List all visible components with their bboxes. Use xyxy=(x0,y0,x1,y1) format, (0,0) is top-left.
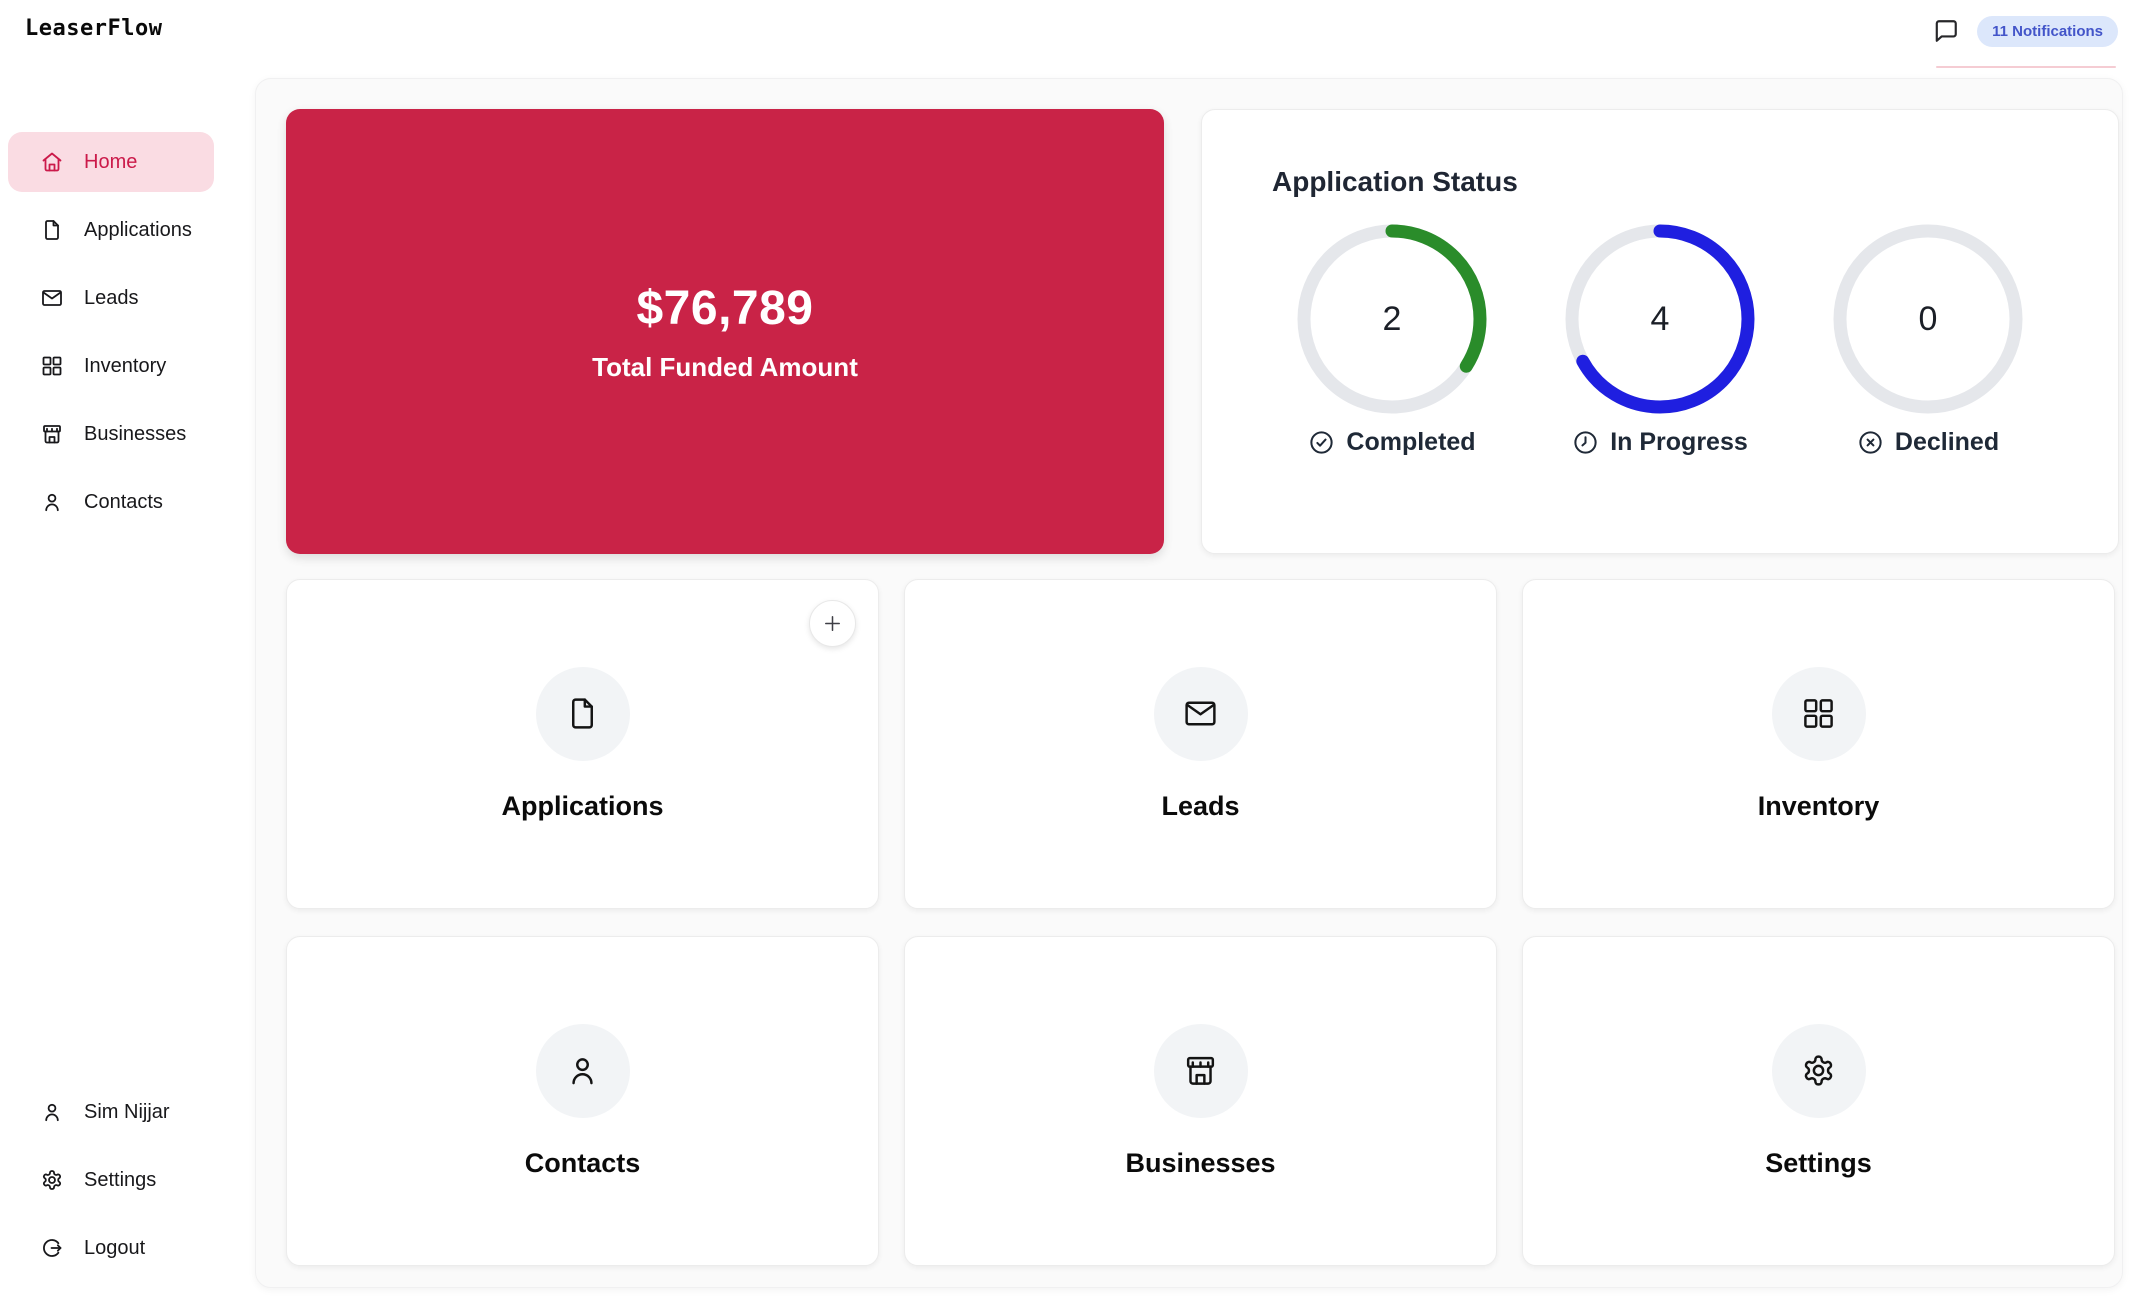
declined-label: Declined xyxy=(1894,428,2000,456)
sidebar-item-inventory[interactable]: Inventory xyxy=(8,336,214,396)
sidebar-item-label: Home xyxy=(84,150,138,173)
sidebar-item-label: Contacts xyxy=(84,490,163,513)
mail-icon xyxy=(1153,666,1248,761)
gear-icon xyxy=(1771,1023,1866,1118)
store-icon xyxy=(40,422,64,446)
total-funded-card: $76,789 Total Funded Amount xyxy=(286,109,1164,554)
card-label: Inventory xyxy=(1757,790,1880,821)
sidebar-item-logout[interactable]: Logout xyxy=(8,1218,214,1278)
chat-icon[interactable] xyxy=(1929,14,1963,48)
completed-label: Completed xyxy=(1346,428,1476,456)
card-label: Settings xyxy=(1765,1147,1872,1178)
sidebar-item-applications[interactable]: Applications xyxy=(8,200,214,260)
settings-card[interactable]: Settings xyxy=(1522,936,2115,1266)
completed-count: 2 xyxy=(1382,299,1402,338)
grid-icon xyxy=(1771,666,1866,761)
notifications-badge[interactable]: 11 Notifications xyxy=(1977,15,2118,47)
file-icon xyxy=(535,666,630,761)
card-label: Businesses xyxy=(1125,1147,1276,1178)
sidebar-item-label: Leads xyxy=(84,286,139,309)
declined-count: 0 xyxy=(1918,299,1938,338)
sidebar-item-label: Businesses xyxy=(84,422,187,445)
sidebar-footer: Sim Nijjar Settings Logout xyxy=(8,1082,214,1278)
add-application-button[interactable] xyxy=(809,600,856,647)
status-ring-declined: 0 Declined xyxy=(1808,224,2048,457)
check-circle-icon xyxy=(1308,429,1335,456)
gear-icon xyxy=(40,1168,64,1192)
store-icon xyxy=(1153,1023,1248,1118)
sidebar-item-businesses[interactable]: Businesses xyxy=(8,404,214,464)
x-circle-icon xyxy=(1857,429,1884,456)
logout-icon xyxy=(40,1236,64,1260)
grid-icon xyxy=(40,354,64,378)
application-status-card: Application Status 2 Completed xyxy=(1201,109,2119,554)
mail-icon xyxy=(40,286,64,310)
funded-amount-value: $76,789 xyxy=(636,281,814,335)
topbar-actions: 11 Notifications xyxy=(1929,14,2118,48)
in-progress-label: In Progress xyxy=(1610,428,1748,456)
notifications-underline xyxy=(1936,66,2116,68)
main-content: $76,789 Total Funded Amount Application … xyxy=(255,78,2123,1288)
sidebar-item-settings[interactable]: Settings xyxy=(8,1150,214,1210)
funded-amount-label: Total Funded Amount xyxy=(592,351,858,382)
sidebar-item-label: Inventory xyxy=(84,354,167,377)
status-ring-completed: 2 Completed xyxy=(1272,224,1512,457)
app-logo: LeaserFlow xyxy=(25,16,163,41)
card-label: Leads xyxy=(1161,790,1240,821)
sidebar-user-profile[interactable]: Sim Nijjar xyxy=(8,1082,214,1142)
clock-icon xyxy=(1572,429,1599,456)
user-icon xyxy=(535,1023,630,1118)
sidebar-item-label: Settings xyxy=(84,1168,157,1191)
contacts-card[interactable]: Contacts xyxy=(286,936,879,1266)
user-name: Sim Nijjar xyxy=(84,1100,170,1123)
inventory-card[interactable]: Inventory xyxy=(1522,579,2115,909)
sidebar-item-label: Logout xyxy=(84,1236,146,1259)
status-card-title: Application Status xyxy=(1272,166,1518,197)
sidebar-nav: Home Applications Leads Inventory Busine… xyxy=(8,132,214,532)
user-icon xyxy=(40,1100,64,1124)
status-ring-in-progress: 4 In Progress xyxy=(1540,224,1780,457)
file-icon xyxy=(40,218,64,242)
sidebar-item-home[interactable]: Home xyxy=(8,132,214,192)
leads-card[interactable]: Leads xyxy=(904,579,1497,909)
card-label: Contacts xyxy=(524,1147,641,1178)
home-icon xyxy=(40,150,64,174)
applications-card[interactable]: Applications xyxy=(286,579,879,909)
businesses-card[interactable]: Businesses xyxy=(904,936,1497,1266)
sidebar-item-contacts[interactable]: Contacts xyxy=(8,472,214,532)
sidebar-item-leads[interactable]: Leads xyxy=(8,268,214,328)
sidebar-item-label: Applications xyxy=(84,218,192,241)
card-label: Applications xyxy=(501,790,664,821)
in-progress-count: 4 xyxy=(1650,299,1670,338)
user-icon xyxy=(40,490,64,514)
status-rings-row: 2 Completed 4 In Progress xyxy=(1272,224,2118,457)
